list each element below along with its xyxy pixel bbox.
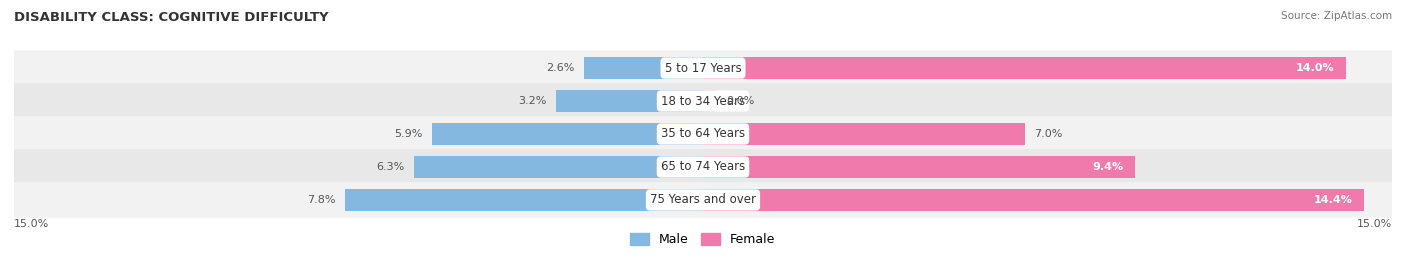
Text: DISABILITY CLASS: COGNITIVE DIFFICULTY: DISABILITY CLASS: COGNITIVE DIFFICULTY xyxy=(14,11,329,24)
Text: 35 to 64 Years: 35 to 64 Years xyxy=(661,128,745,140)
Bar xyxy=(703,156,1135,178)
Text: Source: ZipAtlas.com: Source: ZipAtlas.com xyxy=(1281,11,1392,21)
Bar xyxy=(703,57,1346,79)
Bar xyxy=(555,90,703,112)
Text: 6.3%: 6.3% xyxy=(377,162,405,172)
Text: 0.0%: 0.0% xyxy=(725,96,754,106)
Text: 5 to 17 Years: 5 to 17 Years xyxy=(665,62,741,75)
Text: 3.2%: 3.2% xyxy=(519,96,547,106)
Text: 75 Years and over: 75 Years and over xyxy=(650,193,756,206)
FancyBboxPatch shape xyxy=(11,116,1395,152)
Bar xyxy=(703,189,1364,211)
Text: 65 to 74 Years: 65 to 74 Years xyxy=(661,161,745,173)
Bar xyxy=(583,57,703,79)
Text: 9.4%: 9.4% xyxy=(1092,162,1123,172)
FancyBboxPatch shape xyxy=(11,182,1395,218)
Text: 14.4%: 14.4% xyxy=(1315,195,1353,205)
FancyBboxPatch shape xyxy=(11,83,1395,119)
Bar xyxy=(413,156,703,178)
Bar xyxy=(703,123,1025,145)
FancyBboxPatch shape xyxy=(11,149,1395,185)
Text: 15.0%: 15.0% xyxy=(1357,219,1392,229)
Text: 7.0%: 7.0% xyxy=(1033,129,1062,139)
Text: 18 to 34 Years: 18 to 34 Years xyxy=(661,95,745,107)
Text: 14.0%: 14.0% xyxy=(1296,63,1334,73)
Text: 2.6%: 2.6% xyxy=(546,63,575,73)
Bar xyxy=(432,123,703,145)
Text: 15.0%: 15.0% xyxy=(14,219,49,229)
Legend: Male, Female: Male, Female xyxy=(626,228,780,251)
FancyBboxPatch shape xyxy=(11,50,1395,86)
Bar xyxy=(344,189,703,211)
Text: 5.9%: 5.9% xyxy=(395,129,423,139)
Bar xyxy=(703,90,717,112)
Text: 7.8%: 7.8% xyxy=(307,195,336,205)
